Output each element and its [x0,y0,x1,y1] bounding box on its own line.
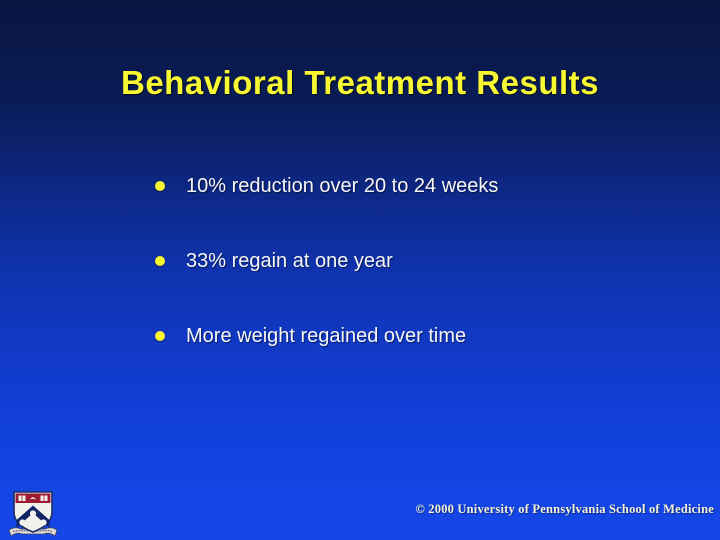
bullet-dot-icon [155,256,165,266]
list-item: More weight regained over time [155,322,498,350]
bullet-dot-icon [155,181,165,191]
bullet-list: 10% reduction over 20 to 24 weeks 33% re… [155,172,498,397]
list-item: 33% regain at one year [155,247,498,275]
bullet-text: 10% reduction over 20 to 24 weeks [186,174,499,197]
slide-title: Behavioral Treatment Results [121,64,599,101]
bullet-dot-icon [155,331,165,341]
copyright-text: © 2000 University of Pennsylvania School… [415,502,714,516]
university-of-pennsylvania-shield-icon [7,486,59,540]
bullet-text: 33% regain at one year [186,249,393,272]
list-item: 10% reduction over 20 to 24 weeks [155,172,498,200]
bullet-text: More weight regained over time [186,324,467,347]
